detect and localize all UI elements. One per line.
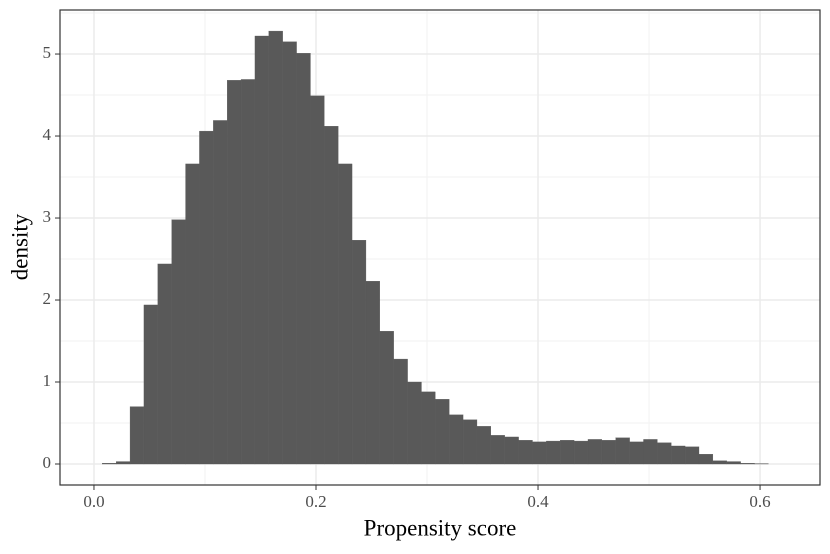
x-axis-label: Propensity score — [364, 515, 517, 540]
bar — [601, 440, 616, 465]
bar — [421, 391, 436, 465]
bar — [726, 461, 741, 465]
bar — [393, 358, 408, 465]
bar — [573, 440, 589, 465]
bar — [268, 30, 283, 465]
y-tick-label: 5 — [43, 43, 52, 62]
bar — [199, 130, 214, 465]
bar — [282, 41, 297, 465]
x-tick-label: 0.2 — [305, 492, 326, 511]
bar — [213, 120, 228, 465]
x-tick-label: 0.4 — [527, 492, 549, 511]
bar — [338, 163, 353, 465]
bar — [643, 439, 658, 465]
bar — [227, 80, 242, 465]
bar — [615, 437, 630, 465]
x-tick-label: 0.6 — [749, 492, 770, 511]
bar — [129, 406, 145, 465]
bar — [629, 441, 644, 465]
bar — [698, 454, 714, 465]
bar — [379, 331, 394, 465]
bar — [310, 95, 325, 465]
bar — [712, 460, 727, 465]
y-tick-label: 3 — [43, 207, 52, 226]
bar — [143, 304, 158, 465]
bar — [240, 79, 256, 465]
bar — [449, 414, 464, 465]
bar — [684, 446, 700, 465]
bar — [476, 426, 491, 465]
bar — [157, 263, 172, 465]
bar — [407, 381, 422, 465]
bar — [504, 436, 519, 465]
bar — [116, 461, 131, 465]
bar — [102, 463, 117, 465]
bar — [546, 440, 561, 465]
y-tick-label: 0 — [43, 453, 52, 472]
bar — [740, 463, 755, 465]
bar — [171, 219, 186, 465]
y-tick-label: 2 — [43, 289, 52, 308]
bar — [518, 440, 533, 465]
bar — [324, 126, 339, 465]
bar — [296, 53, 311, 465]
bar — [435, 399, 450, 465]
bar — [560, 440, 575, 465]
bar — [254, 35, 269, 465]
y-axis-label: density — [7, 213, 32, 280]
y-tick-label: 4 — [43, 125, 52, 144]
bar — [657, 442, 672, 465]
bar — [185, 163, 200, 465]
bar — [587, 439, 603, 465]
bar — [490, 435, 505, 465]
bar — [365, 281, 380, 465]
y-tick-label: 1 — [43, 371, 52, 390]
bar — [532, 441, 547, 465]
bar — [462, 419, 478, 465]
bar — [351, 240, 367, 465]
x-tick-label: 0.0 — [83, 492, 104, 511]
bar — [671, 445, 686, 465]
panel-border — [59, 9, 821, 486]
